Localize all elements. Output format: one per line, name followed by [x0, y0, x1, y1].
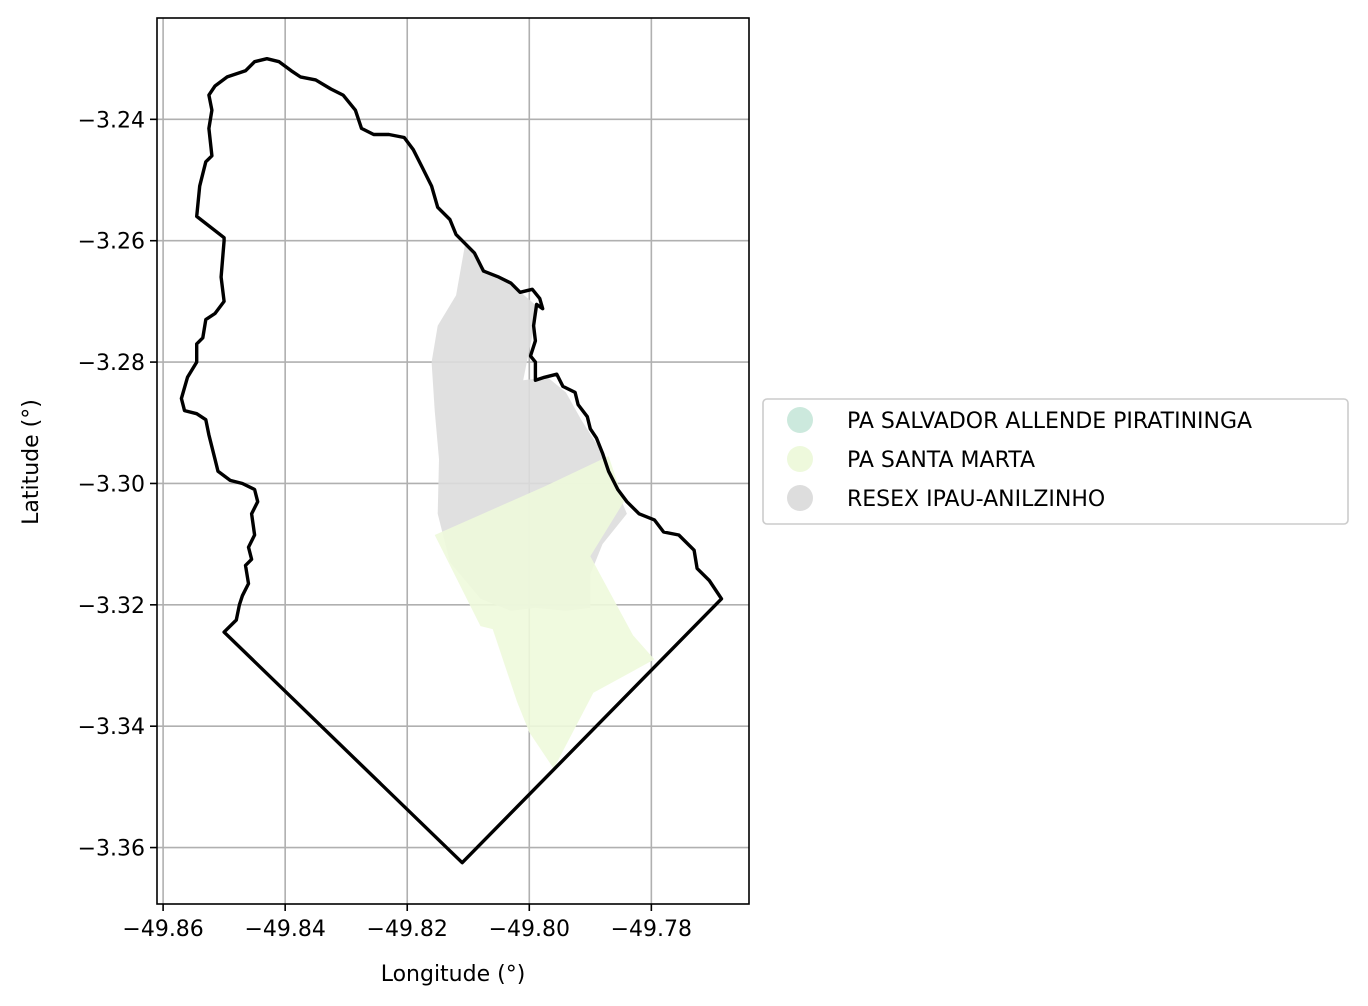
legend: PA SALVADOR ALLENDE PIRATININGA PA SANTA … — [762, 398, 1349, 525]
x-tick-label: −49.84 — [244, 917, 325, 942]
legend-entries: PA SALVADOR ALLENDE PIRATININGA PA SANTA … — [787, 407, 1252, 512]
legend-label: PA SANTA MARTA — [847, 448, 1035, 473]
y-tick-label: −3.34 — [78, 715, 145, 740]
y-tick-label: −3.32 — [78, 594, 145, 619]
horizontal-gridlines — [157, 118, 749, 849]
y-tick-label: −3.28 — [78, 351, 145, 376]
x-tick-label: −49.82 — [367, 917, 448, 942]
y-tick-label: −3.24 — [78, 108, 145, 133]
legend-marker — [787, 485, 813, 511]
legend-marker — [787, 407, 813, 433]
region-polygons — [431, 243, 655, 769]
boundary-outline — [179, 57, 724, 865]
x-axis-label: Longitude (°) — [381, 962, 526, 987]
x-tick-label: −49.78 — [611, 917, 692, 942]
x-tick-label: −49.80 — [489, 917, 570, 942]
legend-label: RESEX IPAU-ANILZINHO — [847, 487, 1105, 512]
boundary-path — [179, 57, 724, 865]
y-tick-label: −3.30 — [78, 472, 145, 497]
y-axis-label: Latitude (°) — [19, 399, 44, 525]
x-tick-label: −49.86 — [122, 917, 203, 942]
y-axis-ticks: −3.24 −3.26 −3.28 −3.30 −3.32 −3.34 −3.36 — [78, 108, 157, 862]
x-axis-ticks: −49.86 −49.84 −49.82 −49.80 −49.78 — [122, 904, 692, 942]
legend-label: PA SALVADOR ALLENDE PIRATININGA — [847, 409, 1252, 434]
y-tick-label: −3.36 — [78, 837, 145, 862]
y-tick-label: −3.26 — [78, 230, 145, 255]
region-pa-santa-marta — [434, 456, 655, 769]
plot-area — [156, 17, 750, 905]
plot-frame — [156, 17, 750, 905]
legend-frame — [762, 398, 1349, 525]
legend-marker — [787, 446, 813, 472]
